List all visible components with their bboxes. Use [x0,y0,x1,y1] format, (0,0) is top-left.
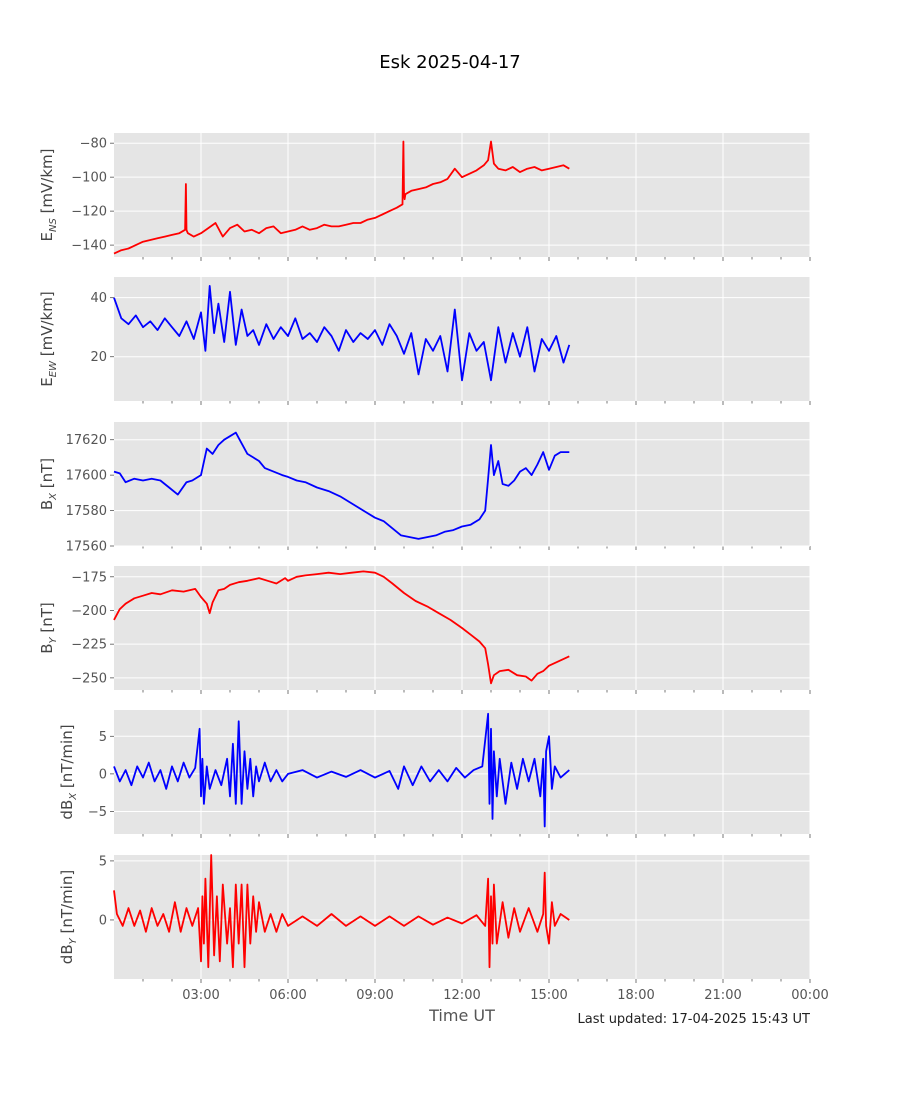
chart-title: Esk 2025-04-17 [379,52,521,73]
x-tick-label: 00:00 [791,988,828,1003]
y-axis-label-unit: [nT/min] [58,724,76,792]
y-tick-label: −120 [71,205,107,220]
series-line [113,570,570,685]
y-tick-label: 20 [90,350,107,365]
y-axis-label-base: E [38,232,56,241]
x-tick-label: 21:00 [704,988,741,1003]
y-tick-label: −225 [71,638,107,653]
y-axis-label-sub: EW [48,360,59,377]
panel-5: 5 0 −5 dBX [nT/min] [58,710,811,838]
y-axis-label-sub: X [48,492,59,501]
y-axis-label-unit: [mV/km] [38,148,56,218]
y-axis-label: EEW [mV/km] [38,291,59,386]
panel-6: 5 0 dBY [nT/min] [58,854,811,983]
y-axis-label-unit: [nT] [38,458,56,493]
panel-2: 20 40 EEW [mV/km] [38,277,811,405]
y-axis-label-unit: [nT] [38,602,56,637]
y-tick-label: −200 [71,604,107,619]
y-axis-label: ENS [mV/km] [38,148,59,241]
y-axis-label-base: dB [58,944,76,964]
y-axis-label-base: B [38,643,56,653]
y-axis-label: BY [nT] [38,602,59,654]
series-line [113,712,570,828]
y-axis-label-unit: [mV/km] [38,291,56,361]
y-tick-label: −175 [71,570,107,585]
series-line [113,854,570,969]
y-tick-label: 5 [99,854,107,869]
y-axis-label: BX [nT] [38,458,59,510]
y-tick-label: −140 [71,239,107,254]
y-axis-label-base: dB [58,800,76,820]
y-tick-label: 17560 [66,540,107,555]
last-updated-text: Last updated: 17-04-2025 15:43 UT [577,1012,810,1027]
series-line [113,140,570,255]
x-tick-label: 18:00 [617,988,654,1003]
x-axis-label: Time UT [428,1006,495,1025]
y-tick-label: 17620 [66,433,107,448]
x-tick-label: 06:00 [269,988,306,1003]
y-tick-label: −250 [71,671,107,686]
y-tick-label: 0 [99,913,107,928]
x-tick-label: 09:00 [356,988,393,1003]
y-tick-label: 5 [99,730,107,745]
y-axis-label-sub: Y [68,937,79,944]
y-axis-label-sub: Y [48,636,59,643]
y-axis-label-unit: [nT/min] [58,870,76,938]
y-axis-label: dBX [nT/min] [58,724,79,819]
panel-1: −80 −100 −120 −140 ENS [mV/km] [38,133,811,261]
y-tick-label: 17580 [66,504,107,519]
y-tick-label: −80 [80,137,107,152]
y-axis-label-base: B [38,500,56,510]
panel-3: 17560 17580 17600 17620 BX [nT] [38,422,811,555]
y-tick-label: 40 [90,291,107,306]
panel-4: −175 −200 −225 −250 BY [nT] [38,566,811,694]
y-axis-label-sub: X [68,792,79,801]
x-tick-label: 03:00 [182,988,219,1003]
x-tick-label: 12:00 [443,988,480,1003]
y-axis-label-base: E [38,377,56,386]
x-tick-label: 15:00 [530,988,567,1003]
y-axis-label: dBY [nT/min] [58,870,79,964]
y-tick-label: −5 [88,805,107,820]
y-tick-label: 17600 [66,469,107,484]
y-tick-label: 0 [99,767,107,782]
series-line [113,285,571,382]
y-tick-label: −100 [71,171,107,186]
y-axis-label-sub: NS [48,218,59,232]
series-line [113,431,570,540]
